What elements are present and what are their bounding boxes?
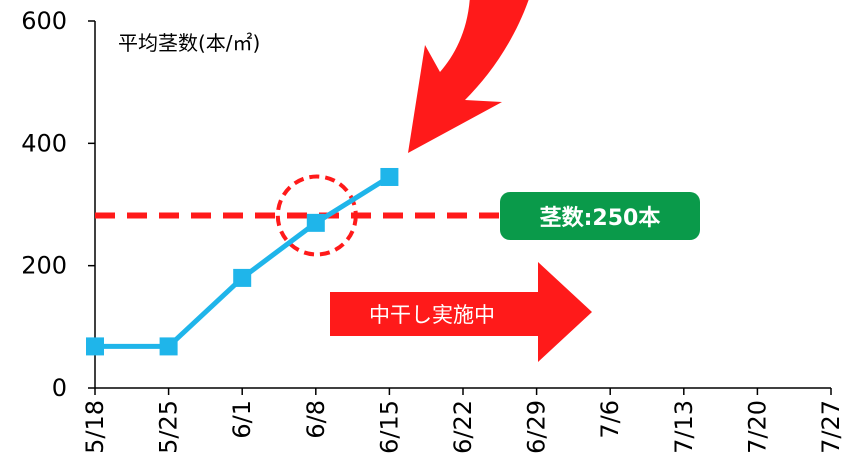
- x-tick-label: 7/6: [596, 400, 624, 439]
- midseason-drainage-label: 中干し実施中: [369, 303, 495, 327]
- midseason-drainage-arrow: 中干し実施中: [330, 262, 592, 362]
- data-point: [86, 337, 104, 356]
- data-point: [159, 337, 178, 356]
- x-tick-label: 6/15: [375, 400, 403, 454]
- midseason-drainage-arrow-shape: [330, 262, 592, 362]
- x-tick-label: 7/20: [743, 400, 771, 454]
- x-tick-label: 6/29: [523, 400, 551, 454]
- y-tick-label: 600: [21, 7, 67, 35]
- x-tick-label: 6/8: [302, 400, 330, 439]
- axes: 0 200 400 600 5/18 5/25 6/1 6/8 6/15 6/22 6/29 7/6 7…: [21, 7, 845, 454]
- y-tick-label: 400: [21, 129, 67, 157]
- y-tick-label: 0: [52, 374, 67, 402]
- threshold-badge-label: 茎数:250本: [540, 205, 661, 231]
- data-point: [233, 268, 252, 287]
- x-tick-label: 7/27: [817, 400, 845, 454]
- x-tick-label: 5/18: [81, 400, 109, 454]
- x-tick-label: 7/13: [670, 400, 698, 454]
- x-tick-label: 6/1: [228, 400, 256, 439]
- threshold-group: 茎数:250本: [95, 174, 700, 257]
- data-point: [380, 167, 399, 186]
- y-tick-label: 200: [21, 252, 67, 280]
- data-point: [306, 213, 325, 232]
- pointer-arrow-icon: [408, 0, 529, 153]
- threshold-badge: [500, 192, 700, 240]
- y-axis-label: 平均茎数(本/㎡): [118, 31, 260, 55]
- series-group: [86, 167, 399, 356]
- highlight-circle: [275, 174, 358, 257]
- x-tick-label: 5/25: [155, 400, 183, 454]
- x-tick-label: 6/22: [449, 400, 477, 454]
